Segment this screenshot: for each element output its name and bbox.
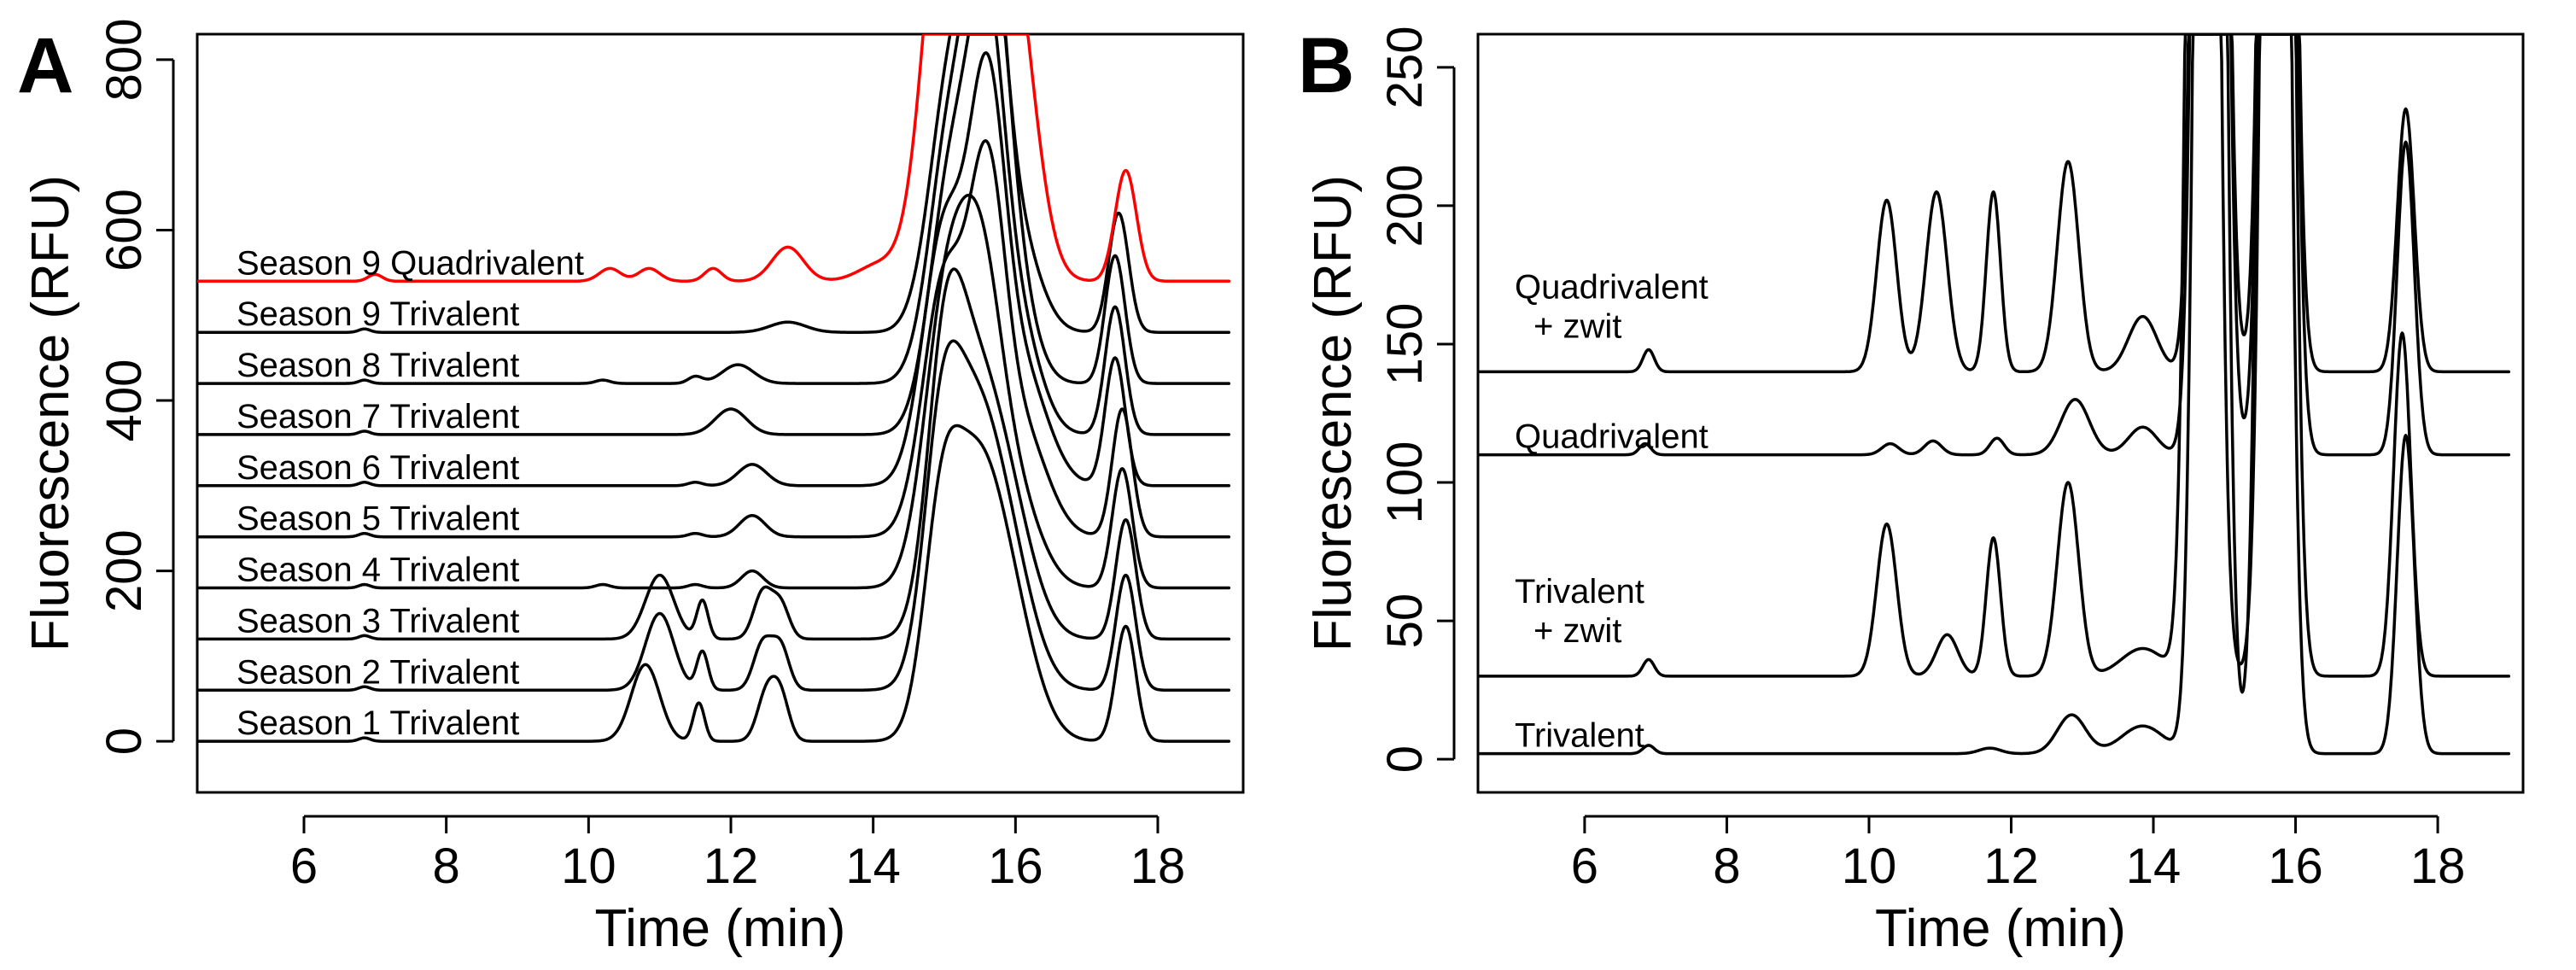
series-label-line: + zwit <box>1533 612 1621 650</box>
series-label-trivalent-zwit: Trivalent + zwit <box>1515 573 1644 650</box>
x-tick-label: 14 <box>2126 839 2182 894</box>
y-axis-title-b: Fluorescence (RFU) <box>1304 175 1363 652</box>
y-tick-label: 250 <box>1377 26 1433 108</box>
trace-season-4-trivalent <box>197 193 1231 590</box>
traces-a <box>197 34 1231 743</box>
series-label-season-1-trivalent: Season 1 Trivalent <box>237 704 519 742</box>
x-tick-label: 16 <box>2268 839 2323 894</box>
plot-frame-a <box>196 32 1245 794</box>
traces-b <box>1478 34 2511 756</box>
x-tick-label: 6 <box>290 839 318 894</box>
panel-letter-b: B <box>1298 22 1354 109</box>
trace-season-5-trivalent <box>197 139 1231 539</box>
y-tick-label: 200 <box>96 529 152 612</box>
series-label-season-6-trivalent: Season 6 Trivalent <box>237 449 519 487</box>
series-label-quadrivalent-zwit: Quadrivalent + zwit <box>1515 268 1709 345</box>
x-tick-label: 18 <box>1130 839 1186 894</box>
y-tick-label: 50 <box>1377 593 1433 649</box>
trace-season-2-trivalent <box>197 339 1231 692</box>
series-label-line: Quadrivalent <box>1515 268 1709 306</box>
series-label-season-3-trivalent: Season 3 Trivalent <box>237 602 519 640</box>
x-tick-label: 12 <box>704 839 759 894</box>
series-label-line: + zwit <box>1533 307 1621 345</box>
panel-letter-a: A <box>17 22 73 109</box>
trace-season-3-trivalent <box>197 267 1231 641</box>
panel-a: A 6 8 10 12 14 16 18 Time (min) 0 200 400 600 800 Fluo… <box>17 19 1245 958</box>
x-tick-label: 16 <box>988 839 1043 894</box>
y-tick-label: 600 <box>96 189 152 272</box>
series-label-season-4-trivalent: Season 4 Trivalent <box>237 552 519 589</box>
trace-season-9-trivalent <box>197 34 1231 334</box>
y-tick-label: 200 <box>1377 165 1433 248</box>
trace-quadrivalent-zwit <box>1478 34 2511 374</box>
trace-season-1-trivalent <box>197 424 1231 743</box>
trace-trivalent-zwit <box>1478 34 2511 678</box>
panel-b: B 6 8 10 12 14 16 18 Time (min) 0 50 100 150 200 250 Fl… <box>1298 22 2525 958</box>
series-label-trivalent: Trivalent <box>1515 717 1644 755</box>
trace-season-9-quadrivalent <box>197 34 1231 283</box>
y-tick-label: 400 <box>96 359 152 442</box>
x-tick-label: 8 <box>1713 839 1740 894</box>
x-tick-label: 10 <box>1842 839 1897 894</box>
y-tick-label: 0 <box>1377 745 1433 773</box>
x-tick-label: 18 <box>2410 839 2466 894</box>
x-tick-label: 10 <box>561 839 616 894</box>
x-tick-label: 8 <box>433 839 460 894</box>
y-tick-label: 100 <box>1377 441 1433 524</box>
trace-season-8-trivalent <box>197 34 1231 385</box>
y-tick-label: 800 <box>96 19 152 102</box>
x-axis-title-a: Time (min) <box>595 899 846 958</box>
trace-quadrivalent <box>1478 34 2511 457</box>
y-axis-title-a: Fluorescence (RFU) <box>21 175 80 652</box>
series-label-season-9-trivalent: Season 9 Trivalent <box>237 295 519 333</box>
trace-trivalent <box>1478 34 2511 756</box>
series-label-line: Trivalent <box>1515 573 1644 611</box>
x-tick-label: 14 <box>845 839 901 894</box>
series-label-season-5-trivalent: Season 5 Trivalent <box>237 500 519 538</box>
trace-season-7-trivalent <box>197 34 1231 436</box>
x-tick-label: 12 <box>1983 839 2039 894</box>
series-label-quadrivalent: Quadrivalent <box>1515 418 1709 456</box>
y-tick-label: 0 <box>96 728 152 755</box>
series-label-season-7-trivalent: Season 7 Trivalent <box>237 398 519 435</box>
series-label-season-2-trivalent: Season 2 Trivalent <box>237 653 519 691</box>
plot-frame-b <box>1476 32 2525 794</box>
series-label-season-8-trivalent: Season 8 Trivalent <box>237 347 519 384</box>
x-tick-label: 6 <box>1571 839 1598 894</box>
x-axis-title-b: Time (min) <box>1875 899 2126 958</box>
series-label-season-9-quadrivalent: Season 9 Quadrivalent <box>237 244 584 282</box>
y-tick-label: 150 <box>1377 303 1433 386</box>
trace-season-6-trivalent <box>197 51 1231 488</box>
